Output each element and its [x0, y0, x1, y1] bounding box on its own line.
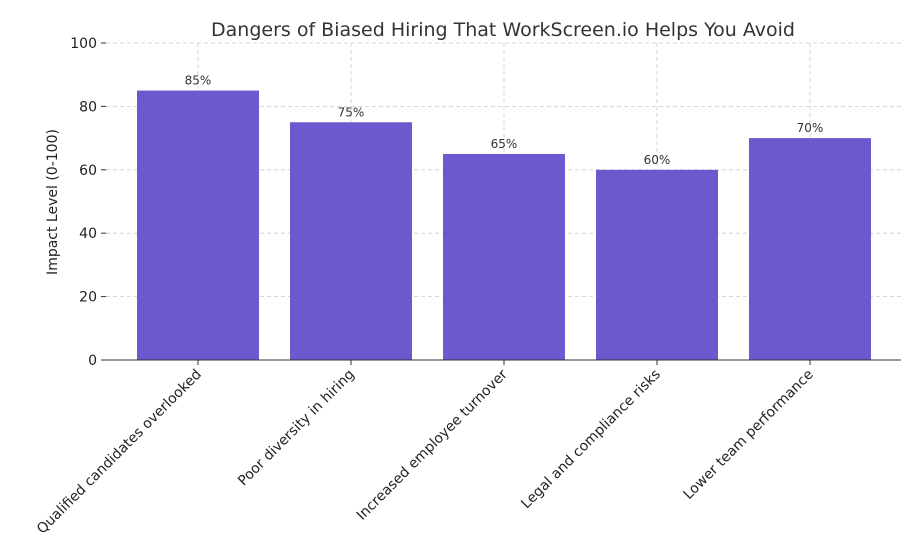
y-tick-label: 80: [79, 99, 97, 115]
data-label: 70%: [797, 121, 824, 135]
data-labels: 85% 75% 65% 60% 70%: [185, 74, 824, 167]
data-label: 60%: [644, 153, 671, 167]
y-tick-label: 0: [88, 353, 97, 369]
y-axis-ticks: 0 20 40 60 80 100: [70, 36, 106, 369]
x-tick-label: Poor diversity in hiring: [235, 367, 358, 490]
y-tick-label: 40: [79, 226, 97, 242]
bar: [749, 138, 871, 360]
bars: [137, 90, 871, 361]
data-label: 85%: [185, 74, 212, 88]
x-tick-label: Qualified candidates overlooked: [34, 367, 205, 538]
y-axis-label: Impact Level (0-100): [45, 129, 61, 275]
x-tick-label: Legal and compliance risks: [518, 367, 664, 513]
y-tick-label: 20: [79, 290, 97, 306]
data-label: 65%: [491, 137, 518, 151]
y-tick-label: 60: [79, 163, 97, 179]
x-axis-ticks: Qualified candidates overlooked Poor dive…: [34, 360, 817, 537]
bar: [137, 90, 259, 361]
chart-title: Dangers of Biased Hiring That WorkScreen…: [211, 19, 795, 41]
data-label: 75%: [338, 105, 365, 119]
bar: [443, 153, 565, 360]
y-tick-label: 100: [70, 36, 97, 52]
x-tick-label: Lower team performance: [680, 367, 816, 503]
x-tick-label: Increased employee turnover: [354, 366, 511, 523]
bar: [596, 169, 718, 360]
bar: [290, 122, 412, 360]
